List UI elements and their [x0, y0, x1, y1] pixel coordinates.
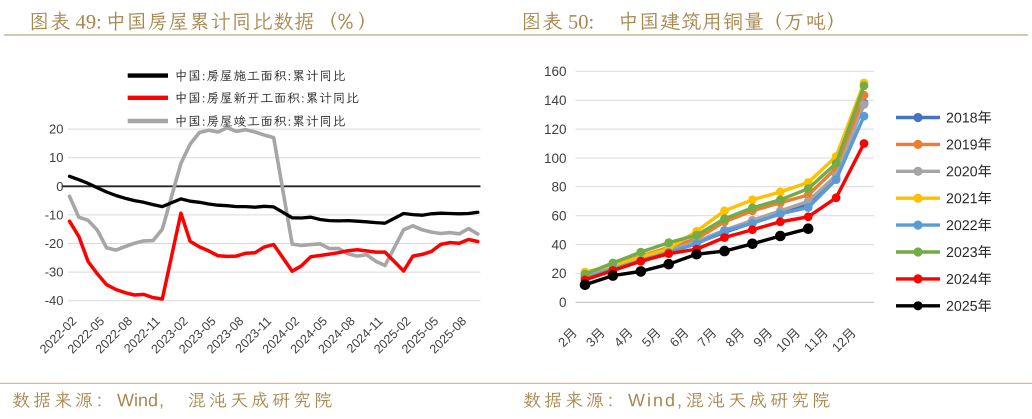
svg-text:100: 100	[544, 151, 567, 166]
svg-text:80: 80	[551, 180, 566, 195]
svg-text:-20: -20	[45, 236, 64, 251]
svg-text:-10: -10	[45, 207, 64, 222]
svg-text:-30: -30	[45, 265, 64, 280]
svg-text:-40: -40	[45, 293, 64, 308]
svg-text:120: 120	[544, 122, 567, 137]
svg-text:20: 20	[49, 122, 63, 137]
svg-text:60: 60	[551, 209, 566, 224]
svg-text:20: 20	[551, 266, 566, 281]
svg-text:160: 160	[544, 64, 567, 79]
svg-text:0: 0	[559, 295, 567, 310]
svg-text:40: 40	[551, 237, 566, 252]
svg-text:140: 140	[544, 93, 567, 108]
svg-text:0: 0	[56, 179, 63, 194]
svg-text:10: 10	[49, 150, 63, 165]
